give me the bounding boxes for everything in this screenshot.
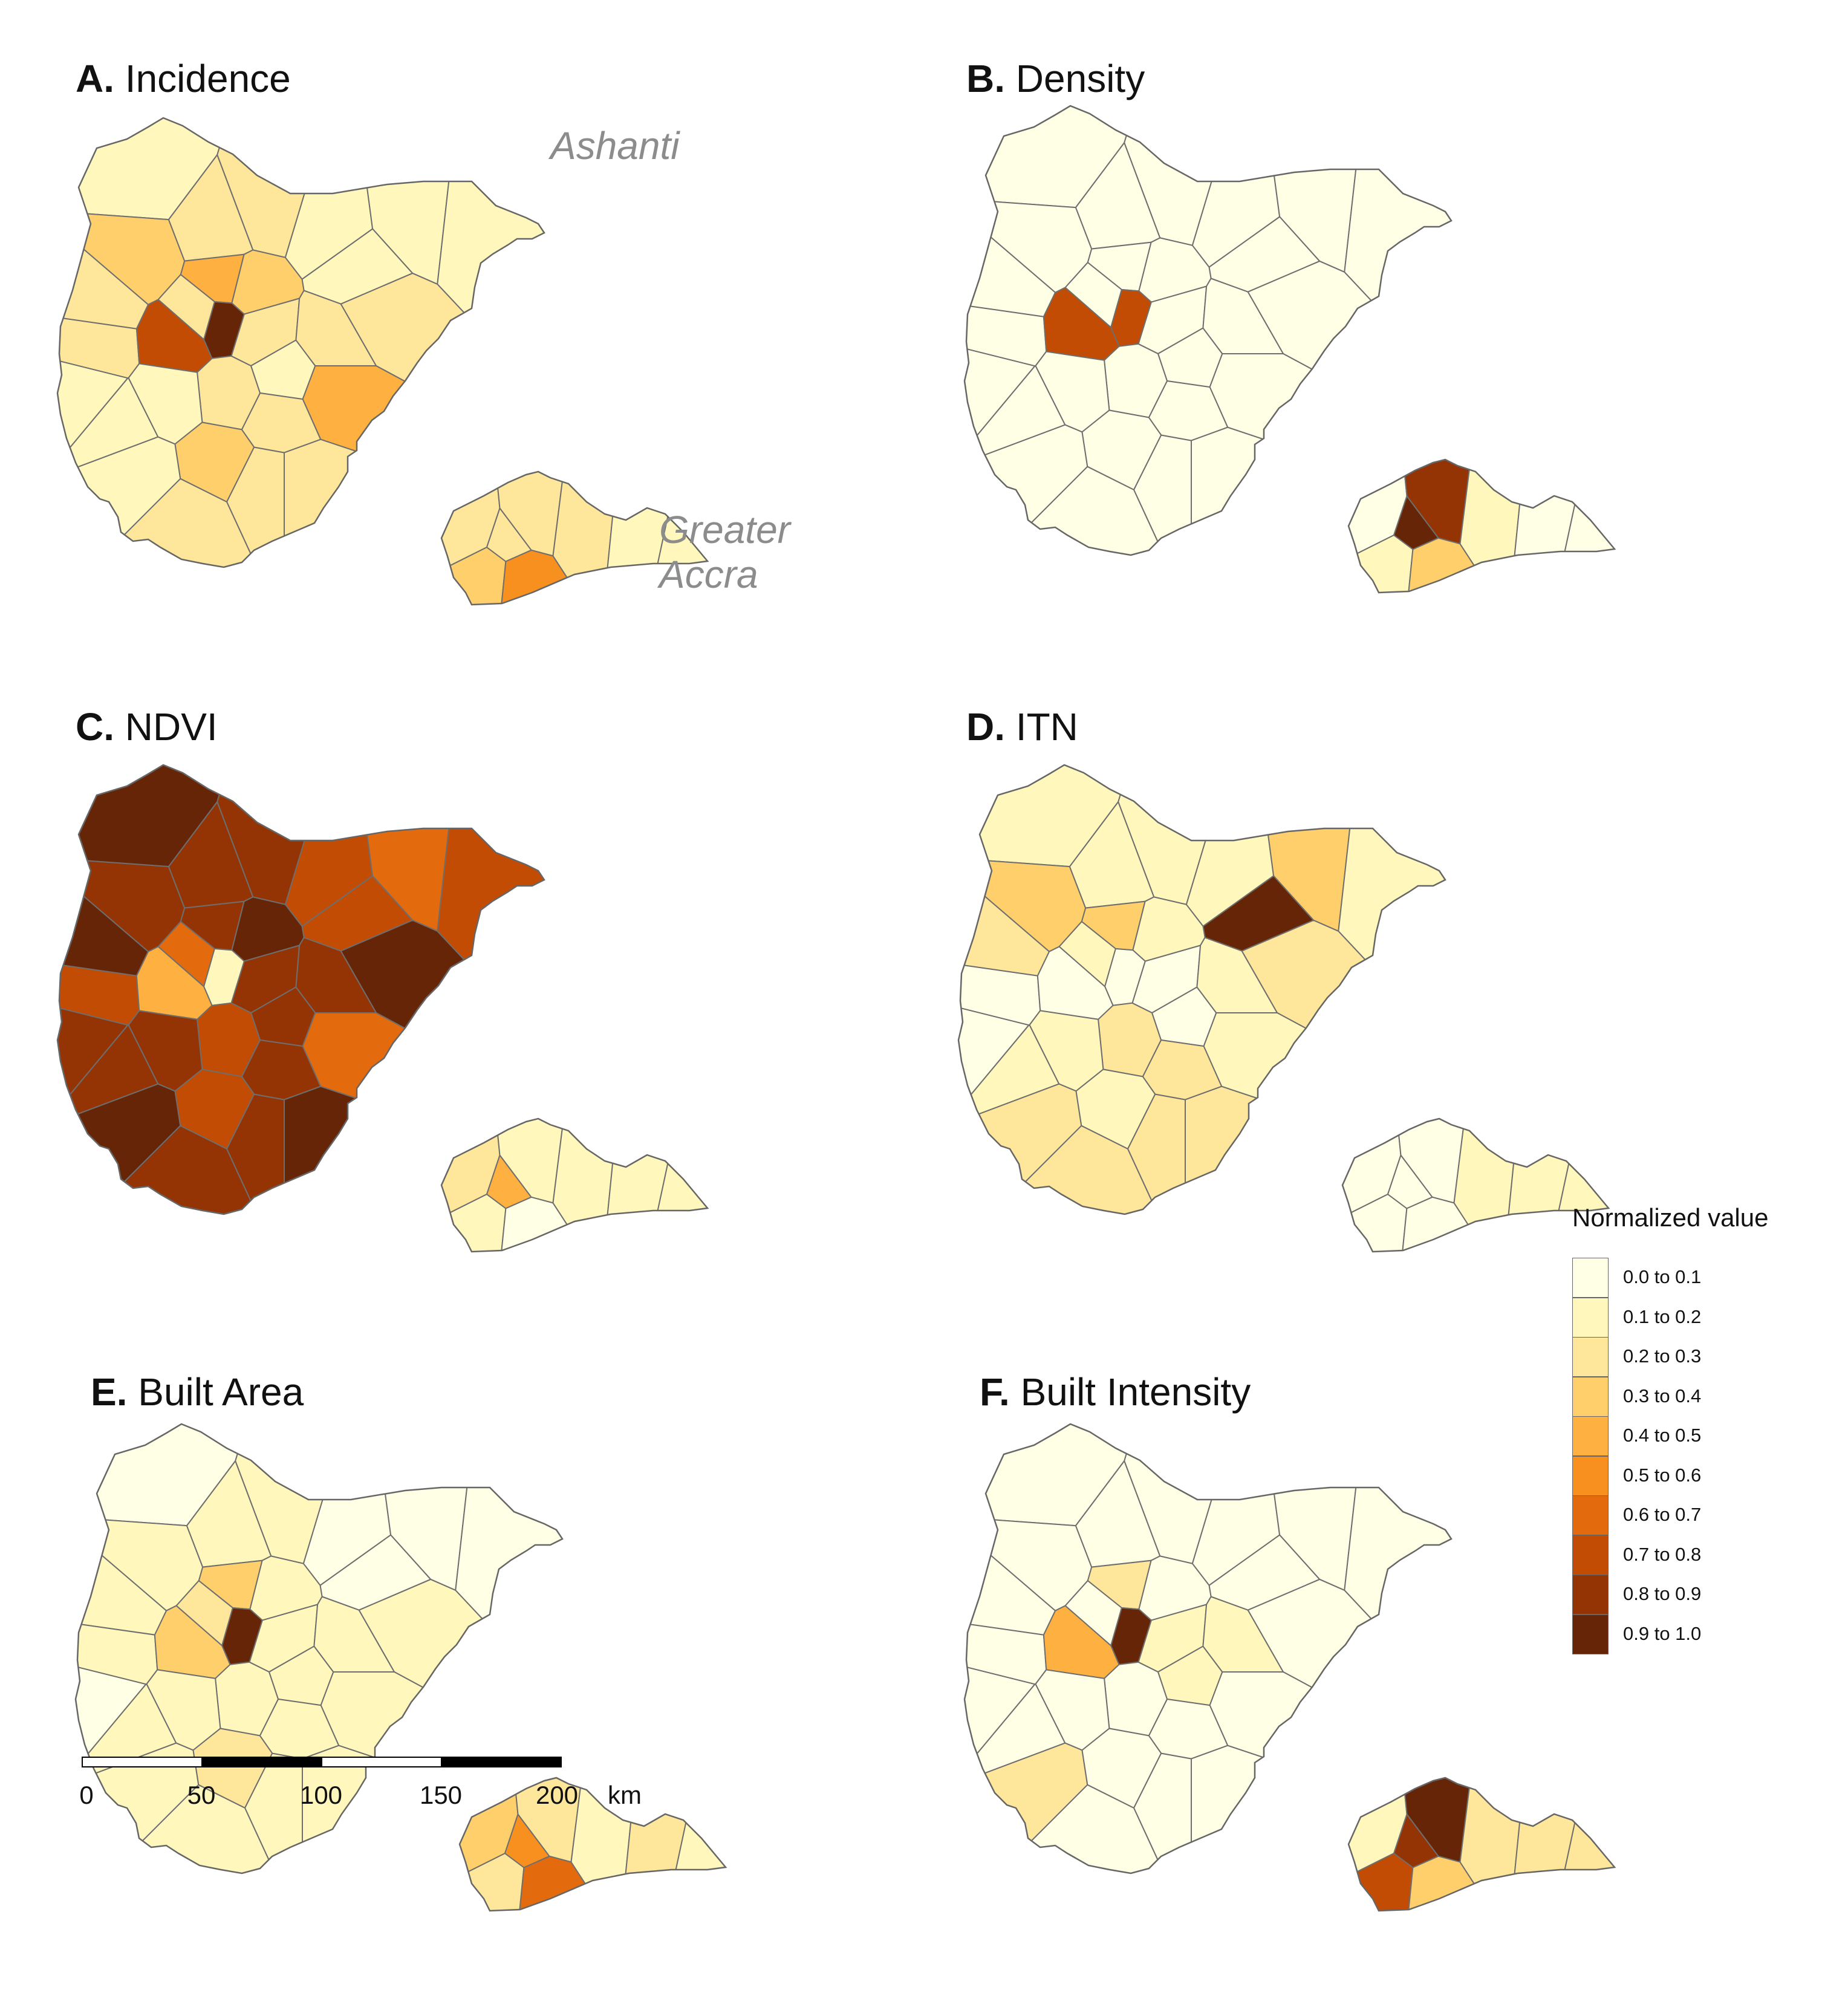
legend-swatch: [1572, 1455, 1609, 1496]
district-polygon: [437, 118, 544, 419]
legend-swatch: [1572, 1495, 1609, 1535]
district-polygon: [437, 765, 544, 1066]
legend-label: 0.1 to 0.2: [1623, 1306, 1702, 1327]
panel-title-built-area: E. Built Area: [91, 1373, 304, 1411]
legend-item: 0.7 to 0.8: [1572, 1535, 1814, 1575]
scale-segment: [321, 1757, 442, 1767]
region-outline-greater-accra: [1347, 458, 1616, 594]
legend-item: 0.4 to 0.5: [1572, 1416, 1814, 1456]
district-polygon: [1459, 1778, 1528, 1911]
map-panel-built-area: [74, 1423, 727, 1912]
panel-name: Incidence: [125, 57, 291, 100]
scale-tick-label: 100: [299, 1781, 343, 1809]
legend-item: 0.6 to 0.7: [1572, 1495, 1814, 1535]
legend-label: 0.8 to 0.9: [1623, 1583, 1702, 1604]
panel-letter: B.: [966, 57, 1005, 100]
region-outline-ashanti: [56, 764, 545, 1215]
scale-segment: [441, 1757, 562, 1767]
legend-item: 0.8 to 0.9: [1572, 1575, 1814, 1614]
district-polygon: [552, 1119, 620, 1252]
panel-letter: A.: [76, 57, 114, 100]
scale-tick-label: 0: [79, 1781, 94, 1809]
scale-unit: km: [608, 1781, 642, 1809]
region-outline-greater-accra: [458, 1777, 727, 1912]
region-outline-greater-accra: [1347, 1777, 1616, 1912]
legend-swatch: [1572, 1376, 1609, 1417]
region-outline-ashanti: [74, 1423, 564, 1875]
legend-swatch: [1572, 1614, 1609, 1654]
legend-label: 0.2 to 0.3: [1623, 1345, 1702, 1367]
panel-title-itn: D. ITN: [966, 707, 1078, 746]
map-panel-itn: [957, 764, 1610, 1253]
legend: Normalized value 0.0 to 0.1 0.1 to 0.2 0.2…: [1572, 1203, 1826, 1654]
legend-item: 0.1 to 0.2: [1572, 1297, 1814, 1338]
district-polygon: [1338, 765, 1445, 1066]
legend-label: 0.9 to 1.0: [1623, 1622, 1702, 1644]
map-panel-built-intensity: [963, 1423, 1616, 1912]
legend-label: 0.5 to 0.6: [1623, 1464, 1702, 1486]
region-outline-ashanti: [957, 764, 1446, 1215]
panel-letter: D.: [966, 705, 1005, 749]
legend-item: 0.9 to 1.0: [1572, 1614, 1814, 1654]
panel-title-density: B. Density: [966, 59, 1145, 98]
district-polygon: [552, 472, 620, 605]
legend-swatch: [1572, 1258, 1609, 1298]
region-outline-ashanti: [963, 1423, 1453, 1875]
district-polygon: [1459, 460, 1528, 593]
panel-name: Built Intensity: [1020, 1370, 1251, 1414]
map-panel-ndvi: [56, 764, 709, 1253]
map-panel-incidence: [56, 117, 709, 606]
scale-tick-label: 50: [187, 1781, 216, 1809]
district-polygon: [1344, 106, 1451, 407]
region-label-greater-accra: Greater Accra: [659, 508, 790, 596]
scale-tick-label: 150: [419, 1781, 463, 1809]
region-outline-greater-accra: [440, 470, 709, 606]
scale-tick-label: 200: [535, 1781, 579, 1809]
scale-bar: 0 50 100 150 200 km: [79, 1757, 642, 1829]
panel-name: Built Area: [138, 1370, 304, 1414]
panel-letter: F.: [980, 1370, 1010, 1414]
district-polygon: [1453, 1119, 1521, 1252]
legend-title: Normalized value: [1572, 1203, 1769, 1232]
legend-swatch: [1572, 1416, 1609, 1456]
legend-item: 0.2 to 0.3: [1572, 1337, 1814, 1377]
region-outline-ashanti: [56, 117, 545, 568]
legend-swatch: [1572, 1337, 1609, 1377]
legend-label: 0.6 to 0.7: [1623, 1504, 1702, 1525]
region-outline-ashanti: [963, 105, 1453, 556]
legend-label: 0.7 to 0.8: [1623, 1543, 1702, 1565]
legend-swatch: [1572, 1535, 1609, 1575]
panel-title-incidence: A. Incidence: [76, 59, 291, 98]
panel-name: Density: [1015, 57, 1145, 100]
district-polygon: [570, 1778, 639, 1911]
legend-label: 0.3 to 0.4: [1623, 1385, 1702, 1406]
legend-swatch: [1572, 1575, 1609, 1614]
panel-name: ITN: [1015, 705, 1078, 749]
legend-label: 0.4 to 0.5: [1623, 1425, 1702, 1446]
legend-swatch: [1572, 1297, 1609, 1338]
panel-title-built-intensity: F. Built Intensity: [980, 1373, 1251, 1411]
legend-item: 0.0 to 0.1: [1572, 1258, 1814, 1298]
map-panel-density: [963, 105, 1616, 594]
region-label-ashanti: Ashanti: [550, 124, 680, 167]
region-outline-greater-accra: [440, 1117, 709, 1253]
legend-item: 0.3 to 0.4: [1572, 1376, 1814, 1417]
panel-name: NDVI: [125, 705, 218, 749]
panel-letter: E.: [91, 1370, 128, 1414]
legend-label: 0.0 to 0.1: [1623, 1266, 1702, 1287]
panel-title-ndvi: C. NDVI: [76, 707, 218, 746]
region-outline-greater-accra: [1341, 1117, 1610, 1253]
panel-letter: C.: [76, 705, 114, 749]
district-polygon: [455, 1424, 562, 1725]
scale-segment: [201, 1757, 322, 1767]
scale-segment: [82, 1757, 203, 1767]
district-polygon: [1344, 1424, 1451, 1725]
legend-item: 0.5 to 0.6: [1572, 1455, 1814, 1496]
